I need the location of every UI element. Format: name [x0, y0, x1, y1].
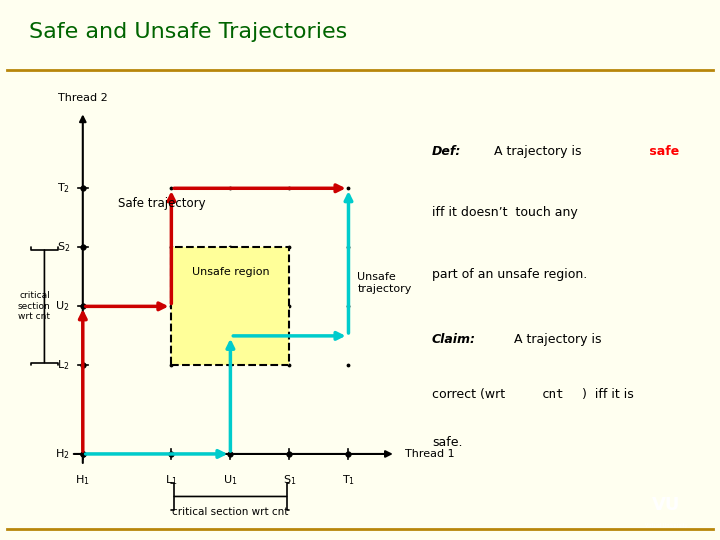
Text: Safe trajectory: Safe trajectory — [118, 197, 206, 210]
Text: $\mathregular{L_2}$: $\mathregular{L_2}$ — [58, 359, 70, 372]
Text: Unsafe
trajectory: Unsafe trajectory — [357, 272, 412, 294]
Text: $\mathregular{U_1}$: $\mathregular{U_1}$ — [223, 473, 238, 487]
Text: $\mathregular{S_1}$: $\mathregular{S_1}$ — [283, 473, 296, 487]
Text: A trajectory is: A trajectory is — [490, 145, 581, 158]
Text: Thread 2: Thread 2 — [58, 93, 108, 103]
Text: Unsafe region: Unsafe region — [192, 267, 269, 277]
Text: VU: VU — [652, 496, 680, 515]
Text: Claim:: Claim: — [432, 333, 476, 346]
Text: safe: safe — [645, 145, 680, 158]
Text: Thread 1: Thread 1 — [405, 449, 454, 459]
Text: correct (wrt: correct (wrt — [432, 388, 509, 401]
Bar — [171, 247, 289, 366]
Text: part of an unsafe region.: part of an unsafe region. — [432, 268, 588, 281]
Text: $\mathregular{L_1}$: $\mathregular{L_1}$ — [165, 473, 178, 487]
Text: $\mathregular{T_2}$: $\mathregular{T_2}$ — [57, 181, 70, 195]
Text: critical
section
wrt cnt: critical section wrt cnt — [18, 292, 51, 321]
Text: $\mathregular{H_2}$: $\mathregular{H_2}$ — [55, 447, 70, 461]
Text: Def:: Def: — [432, 145, 462, 158]
Text: )  iff it is: ) iff it is — [582, 388, 634, 401]
Text: safe.: safe. — [432, 436, 462, 449]
Text: Safe and Unsafe Trajectories: Safe and Unsafe Trajectories — [29, 22, 347, 42]
Text: $\mathregular{T_1}$: $\mathregular{T_1}$ — [342, 473, 355, 487]
Text: A trajectory is: A trajectory is — [510, 333, 601, 346]
Text: $\mathregular{S_2}$: $\mathregular{S_2}$ — [56, 240, 70, 254]
Text: iff it doesn’t  touch any: iff it doesn’t touch any — [432, 206, 577, 219]
Text: $\mathregular{U_2}$: $\mathregular{U_2}$ — [55, 300, 70, 313]
Text: cnt: cnt — [541, 388, 564, 401]
Text: critical section wrt cnt: critical section wrt cnt — [172, 507, 289, 517]
Text: $\mathregular{H_1}$: $\mathregular{H_1}$ — [76, 473, 90, 487]
Text: Virtual University: Virtual University — [644, 523, 688, 528]
